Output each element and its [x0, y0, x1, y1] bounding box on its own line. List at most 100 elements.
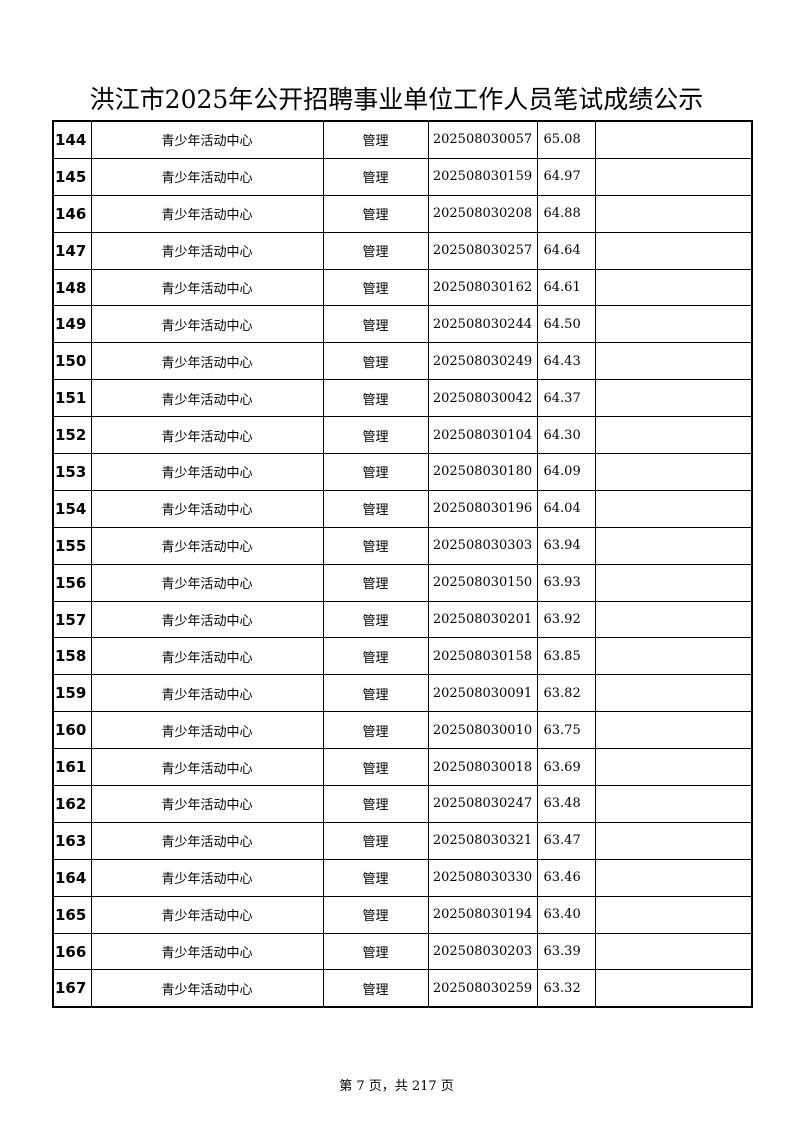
post-cell: 管理: [322, 932, 429, 971]
post-cell: 管理: [322, 379, 429, 418]
ticket-number-cell: 202508030010: [427, 711, 538, 750]
post-cell: 管理: [322, 526, 429, 565]
score-cell: 63.93: [536, 563, 596, 602]
remark-cell: [594, 895, 753, 934]
score-cell: 64.97: [536, 157, 596, 196]
ticket-number-cell: 202508030159: [427, 157, 538, 196]
unit-cell: 青少年活动中心: [90, 969, 324, 1008]
table-row: 145 青少年活动中心 管理 202508030159 64.97: [52, 157, 753, 196]
score-cell: 63.47: [536, 821, 596, 860]
remark-cell: [594, 526, 753, 565]
score-cell: 64.50: [536, 305, 596, 344]
ticket-number-cell: 202508030196: [427, 489, 538, 528]
remark-cell: [594, 342, 753, 381]
remark-cell: [594, 268, 753, 307]
table-row: 150 青少年活动中心 管理 202508030249 64.43: [52, 342, 753, 381]
ticket-number-cell: 202508030150: [427, 563, 538, 602]
unit-cell: 青少年活动中心: [90, 711, 324, 750]
ticket-number-cell: 202508030203: [427, 932, 538, 971]
score-cell: 64.64: [536, 231, 596, 270]
remark-cell: [594, 932, 753, 971]
post-cell: 管理: [322, 600, 429, 639]
remark-cell: [594, 305, 753, 344]
remark-cell: [594, 785, 753, 823]
post-cell: 管理: [322, 637, 429, 676]
unit-cell: 青少年活动中心: [90, 268, 324, 307]
remark-cell: [594, 379, 753, 418]
table-row: 166 青少年活动中心 管理 202508030203 63.39: [52, 932, 753, 971]
score-cell: 64.09: [536, 453, 596, 491]
remark-cell: [594, 637, 753, 676]
score-cell: 63.94: [536, 526, 596, 565]
row-number: 163: [52, 821, 92, 860]
table-row: 153 青少年活动中心 管理 202508030180 64.09: [52, 453, 753, 491]
post-cell: 管理: [322, 563, 429, 602]
unit-cell: 青少年活动中心: [90, 342, 324, 381]
post-cell: 管理: [322, 194, 429, 233]
unit-cell: 青少年活动中心: [90, 858, 324, 897]
ticket-number-cell: 202508030091: [427, 674, 538, 713]
ticket-number-cell: 202508030158: [427, 637, 538, 676]
unit-cell: 青少年活动中心: [90, 416, 324, 455]
table-row: 160 青少年活动中心 管理 202508030010 63.75: [52, 711, 753, 750]
unit-cell: 青少年活动中心: [90, 379, 324, 418]
unit-cell: 青少年活动中心: [90, 194, 324, 233]
table-row: 146 青少年活动中心 管理 202508030208 64.88: [52, 194, 753, 233]
table-row: 148 青少年活动中心 管理 202508030162 64.61: [52, 268, 753, 307]
score-cell: 63.39: [536, 932, 596, 971]
remark-cell: [594, 600, 753, 639]
post-cell: 管理: [322, 858, 429, 897]
unit-cell: 青少年活动中心: [90, 932, 324, 971]
row-number: 145: [52, 157, 92, 196]
score-cell: 63.46: [536, 858, 596, 897]
table-row: 154 青少年活动中心 管理 202508030196 64.04: [52, 489, 753, 528]
unit-cell: 青少年活动中心: [90, 489, 324, 528]
post-cell: 管理: [322, 120, 429, 159]
post-cell: 管理: [322, 785, 429, 823]
table-row: 159 青少年活动中心 管理 202508030091 63.82: [52, 674, 753, 713]
table-row: 167 青少年活动中心 管理 202508030259 63.32: [52, 969, 753, 1008]
ticket-number-cell: 202508030018: [427, 748, 538, 787]
ticket-number-cell: 202508030259: [427, 969, 538, 1008]
row-number: 161: [52, 748, 92, 787]
table-row: 161 青少年活动中心 管理 202508030018 63.69: [52, 748, 753, 787]
score-cell: 64.37: [536, 379, 596, 418]
remark-cell: [594, 821, 753, 860]
unit-cell: 青少年活动中心: [90, 305, 324, 344]
ticket-number-cell: 202508030042: [427, 379, 538, 418]
table-row: 162 青少年活动中心 管理 202508030247 63.48: [52, 785, 753, 823]
post-cell: 管理: [322, 969, 429, 1008]
score-cell: 64.88: [536, 194, 596, 233]
remark-cell: [594, 969, 753, 1008]
ticket-number-cell: 202508030330: [427, 858, 538, 897]
score-cell: 64.30: [536, 416, 596, 455]
score-cell: 63.69: [536, 748, 596, 787]
ticket-number-cell: 202508030244: [427, 305, 538, 344]
remark-cell: [594, 489, 753, 528]
ticket-number-cell: 202508030247: [427, 785, 538, 823]
post-cell: 管理: [322, 711, 429, 750]
row-number: 148: [52, 268, 92, 307]
unit-cell: 青少年活动中心: [90, 785, 324, 823]
row-number: 162: [52, 785, 92, 823]
post-cell: 管理: [322, 453, 429, 491]
remark-cell: [594, 194, 753, 233]
page-title: 洪江市2025年公开招聘事业单位工作人员笔试成绩公示: [89, 85, 704, 114]
ticket-number-cell: 202508030249: [427, 342, 538, 381]
table-row: 156 青少年活动中心 管理 202508030150 63.93: [52, 563, 753, 602]
unit-cell: 青少年活动中心: [90, 563, 324, 602]
table-row: 158 青少年活动中心 管理 202508030158 63.85: [52, 637, 753, 676]
row-number: 147: [52, 231, 92, 270]
remark-cell: [594, 157, 753, 196]
row-number: 152: [52, 416, 92, 455]
unit-cell: 青少年活动中心: [90, 120, 324, 159]
row-number: 153: [52, 453, 92, 491]
score-cell: 63.92: [536, 600, 596, 639]
unit-cell: 青少年活动中心: [90, 821, 324, 860]
ticket-number-cell: 202508030303: [427, 526, 538, 565]
row-number: 158: [52, 637, 92, 676]
unit-cell: 青少年活动中心: [90, 157, 324, 196]
row-number: 155: [52, 526, 92, 565]
row-number: 167: [52, 969, 92, 1008]
table-row: 144 青少年活动中心 管理 202508030057 65.08: [52, 120, 753, 159]
